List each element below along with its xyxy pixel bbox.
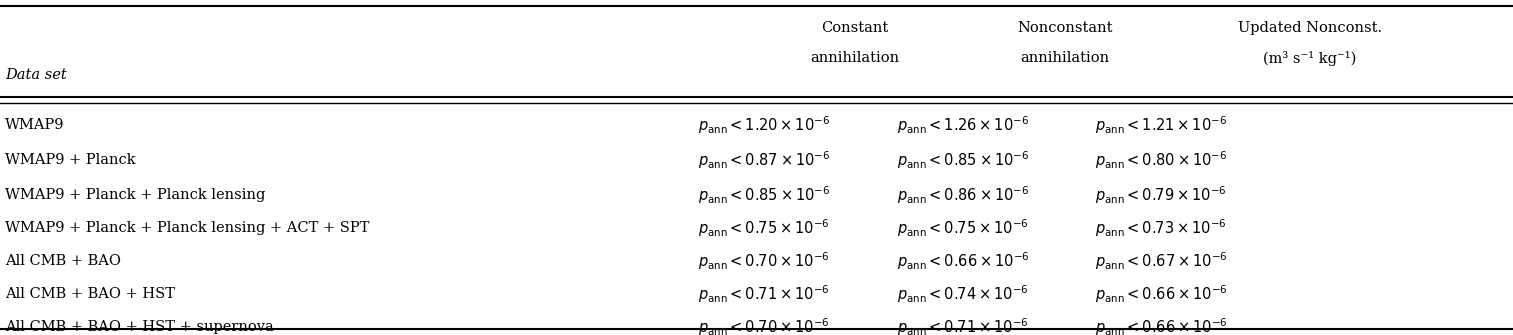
Text: All CMB + BAO: All CMB + BAO	[5, 254, 121, 268]
Text: $p_{\mathrm{ann}} < 0.85 \times 10^{-6}$: $p_{\mathrm{ann}} < 0.85 \times 10^{-6}$	[697, 184, 831, 206]
Text: $p_{\mathrm{ann}} < 0.71 \times 10^{-6}$: $p_{\mathrm{ann}} < 0.71 \times 10^{-6}$	[897, 316, 1029, 335]
Text: $p_{\mathrm{ann}} < 0.70 \times 10^{-6}$: $p_{\mathrm{ann}} < 0.70 \times 10^{-6}$	[697, 250, 829, 272]
Text: Nonconstant: Nonconstant	[1017, 21, 1112, 35]
Text: $p_{\mathrm{ann}} < 0.73 \times 10^{-6}$: $p_{\mathrm{ann}} < 0.73 \times 10^{-6}$	[1095, 217, 1227, 239]
Text: WMAP9 + Planck + Planck lensing + ACT + SPT: WMAP9 + Planck + Planck lensing + ACT + …	[5, 221, 369, 235]
Text: All CMB + BAO + HST: All CMB + BAO + HST	[5, 287, 176, 301]
Text: $p_{\mathrm{ann}} < 0.75 \times 10^{-6}$: $p_{\mathrm{ann}} < 0.75 \times 10^{-6}$	[697, 217, 829, 239]
Text: $p_{\mathrm{ann}} < 0.67 \times 10^{-6}$: $p_{\mathrm{ann}} < 0.67 \times 10^{-6}$	[1095, 250, 1227, 272]
Text: $p_{\mathrm{ann}} < 0.86 \times 10^{-6}$: $p_{\mathrm{ann}} < 0.86 \times 10^{-6}$	[897, 184, 1029, 206]
Text: $p_{\mathrm{ann}} < 0.71 \times 10^{-6}$: $p_{\mathrm{ann}} < 0.71 \times 10^{-6}$	[697, 283, 829, 305]
Text: (m³ s⁻¹ kg⁻¹): (m³ s⁻¹ kg⁻¹)	[1263, 51, 1357, 66]
Text: WMAP9 + Planck: WMAP9 + Planck	[5, 153, 136, 167]
Text: WMAP9 + Planck + Planck lensing: WMAP9 + Planck + Planck lensing	[5, 188, 265, 202]
Text: $p_{\mathrm{ann}} < 0.85 \times 10^{-6}$: $p_{\mathrm{ann}} < 0.85 \times 10^{-6}$	[897, 149, 1029, 171]
Text: WMAP9: WMAP9	[5, 118, 65, 132]
Text: $p_{\mathrm{ann}} < 1.20 \times 10^{-6}$: $p_{\mathrm{ann}} < 1.20 \times 10^{-6}$	[697, 114, 831, 136]
Text: Data set: Data set	[5, 68, 67, 82]
Text: annihilation: annihilation	[811, 51, 900, 65]
Text: Updated Nonconst.: Updated Nonconst.	[1238, 21, 1381, 35]
Text: Constant: Constant	[822, 21, 888, 35]
Text: $p_{\mathrm{ann}} < 0.66 \times 10^{-6}$: $p_{\mathrm{ann}} < 0.66 \times 10^{-6}$	[1095, 316, 1227, 335]
Text: $p_{\mathrm{ann}} < 1.26 \times 10^{-6}$: $p_{\mathrm{ann}} < 1.26 \times 10^{-6}$	[897, 114, 1029, 136]
Text: $p_{\mathrm{ann}} < 0.87 \times 10^{-6}$: $p_{\mathrm{ann}} < 0.87 \times 10^{-6}$	[697, 149, 831, 171]
Text: $p_{\mathrm{ann}} < 1.21 \times 10^{-6}$: $p_{\mathrm{ann}} < 1.21 \times 10^{-6}$	[1095, 114, 1227, 136]
Text: $p_{\mathrm{ann}} < 0.80 \times 10^{-6}$: $p_{\mathrm{ann}} < 0.80 \times 10^{-6}$	[1095, 149, 1227, 171]
Text: annihilation: annihilation	[1020, 51, 1109, 65]
Text: $p_{\mathrm{ann}} < 0.79 \times 10^{-6}$: $p_{\mathrm{ann}} < 0.79 \times 10^{-6}$	[1095, 184, 1227, 206]
Text: All CMB + BAO + HST + supernova: All CMB + BAO + HST + supernova	[5, 320, 274, 334]
Text: $p_{\mathrm{ann}} < 0.66 \times 10^{-6}$: $p_{\mathrm{ann}} < 0.66 \times 10^{-6}$	[1095, 283, 1227, 305]
Text: $p_{\mathrm{ann}} < 0.66 \times 10^{-6}$: $p_{\mathrm{ann}} < 0.66 \times 10^{-6}$	[897, 250, 1030, 272]
Text: $p_{\mathrm{ann}} < 0.74 \times 10^{-6}$: $p_{\mathrm{ann}} < 0.74 \times 10^{-6}$	[897, 283, 1029, 305]
Text: $p_{\mathrm{ann}} < 0.75 \times 10^{-6}$: $p_{\mathrm{ann}} < 0.75 \times 10^{-6}$	[897, 217, 1029, 239]
Text: $p_{\mathrm{ann}} < 0.70 \times 10^{-6}$: $p_{\mathrm{ann}} < 0.70 \times 10^{-6}$	[697, 316, 829, 335]
